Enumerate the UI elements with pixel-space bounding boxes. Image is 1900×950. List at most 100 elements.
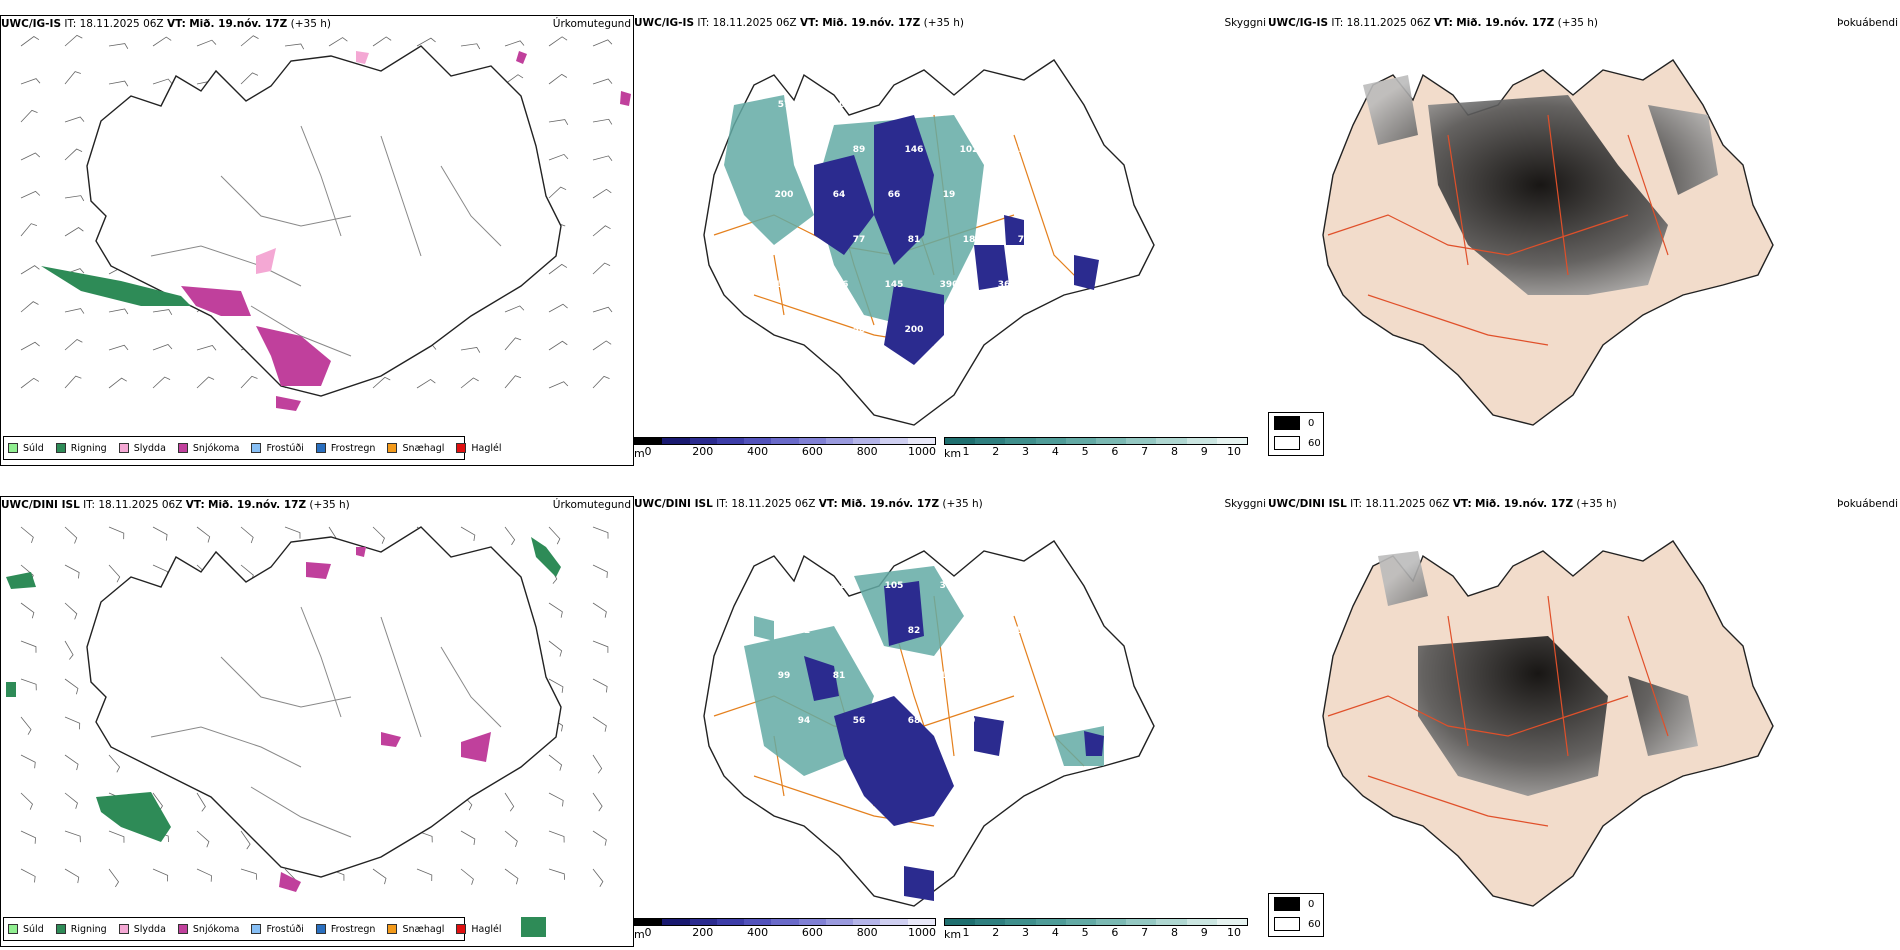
- wind-barb: [152, 78, 173, 85]
- wind-barb: [548, 602, 563, 618]
- vt-label: VT:: [799, 17, 819, 29]
- visibility-value-label: 315: [939, 581, 959, 591]
- wind-barb: [64, 830, 81, 843]
- colorbar-swatch: [945, 919, 976, 925]
- colorbar-tick-label: 3: [1022, 445, 1030, 458]
- header-model: UWC/DINI ISL: [634, 498, 713, 510]
- visibility-value-label: 390: [939, 280, 959, 290]
- colorbar-tick-label: 400: [747, 926, 769, 939]
- visibility-value-label: 176: [1049, 280, 1069, 290]
- visibility-value-label: 89: [852, 145, 866, 155]
- visibility-value-label: 146: [904, 145, 924, 155]
- wind-barb: [460, 347, 481, 353]
- colorbar-swatch: [771, 919, 799, 925]
- legend-swatch: [55, 924, 66, 934]
- fog-legend-swatch: [1274, 436, 1300, 450]
- colorbar-swatches: [634, 918, 936, 926]
- wind-barb: [108, 80, 129, 87]
- wind-barb: [64, 564, 80, 579]
- colorbar-swatch: [744, 438, 772, 444]
- colorbar-swatch: [771, 438, 799, 444]
- wind-barb: [108, 308, 129, 315]
- header-model: UWC/DINI ISL: [1, 499, 80, 511]
- colorbar-swatch: [635, 438, 663, 444]
- legend-item: Frostúði: [251, 924, 304, 935]
- colorbar-tick-label: 1000: [908, 926, 936, 939]
- wind-barb: [460, 830, 476, 845]
- colorbar-ticks: 1 2 3 4 5 6 7 8 9 10: [944, 926, 1248, 940]
- colorbar-tick-label: 3: [1022, 926, 1030, 939]
- wind-barb: [548, 119, 569, 126]
- lead-time: (+35 h): [309, 499, 350, 511]
- cloud-base-colorbar: 0 200 400 600 800 1000 m: [634, 437, 936, 460]
- wind-barb: [20, 341, 40, 351]
- visibility-value-label: 82: [1017, 325, 1031, 335]
- visibility-value-label: 89: [942, 100, 956, 110]
- colorbar-tick-label: 800: [856, 926, 878, 939]
- wind-barb: [108, 377, 127, 389]
- it-label: IT:: [1350, 498, 1363, 510]
- colorbar-tick-label: 0: [644, 926, 652, 939]
- wind-barb: [592, 716, 607, 732]
- legend-label: Slydda: [133, 442, 166, 454]
- wind-barb: [592, 155, 613, 161]
- it-label: IT:: [1331, 17, 1344, 29]
- colorbar-tick-label: 200: [692, 926, 714, 939]
- wind-barb: [64, 195, 85, 202]
- colorbar-swatch: [1035, 919, 1066, 925]
- wind-barb: [196, 792, 206, 812]
- vis-area-teal: [744, 566, 1104, 776]
- fog-legend-row: 0: [1269, 894, 1323, 914]
- vis-panel-title: Skyggni: [1224, 17, 1267, 29]
- colorbar-tick-label: 10: [1227, 926, 1241, 939]
- wind-barb: [592, 118, 613, 125]
- fog-legend-label: 60: [1308, 918, 1321, 930]
- legend-swatch: [456, 924, 467, 934]
- legend-item: Frostregn: [315, 443, 375, 454]
- colorbar-swatch: [1186, 438, 1217, 444]
- visibility-value-label: 77: [852, 235, 866, 245]
- valid-time: Mið. 19.nóv. 17Z: [822, 17, 921, 29]
- snow-area: [181, 286, 331, 411]
- cloud-base-dark: [814, 115, 1099, 365]
- lead-time: (+35 h): [1576, 498, 1617, 510]
- wind-barb: [152, 36, 172, 47]
- legend-label: Snæhagl: [402, 442, 445, 454]
- colorbar-tick-label: 9: [1200, 445, 1208, 458]
- legend-label: Súld: [23, 923, 44, 935]
- visibility-value-label: 18: [962, 235, 976, 245]
- visibility-value-label: 122: [1069, 235, 1089, 245]
- colorbar-swatch: [1216, 919, 1248, 925]
- fog-map-svg: [1322, 540, 1774, 907]
- fog-panel-title: Þokuábendi: [1837, 498, 1898, 510]
- wind-barb: [152, 309, 173, 315]
- colorbar-tick-label: 0: [644, 445, 652, 458]
- wind-barb: [548, 830, 565, 843]
- wind-barb: [504, 305, 525, 313]
- fog-legend-label: 0: [1308, 898, 1315, 910]
- colorbar-swatch: [689, 919, 717, 925]
- valid-time: Mið. 19.nóv. 17Z: [208, 499, 307, 511]
- wind-barb: [548, 153, 569, 161]
- lead-time: (+35 h): [1557, 17, 1598, 29]
- colorbar-tick-label: 7: [1141, 445, 1149, 458]
- colorbar-swatch: [853, 438, 881, 444]
- wind-barb: [284, 43, 305, 50]
- cloud-base-colorbar: 0 200 400 600 800 1000 m: [634, 918, 936, 941]
- colorbar-swatch: [798, 919, 826, 925]
- legend-swatch: [387, 924, 398, 934]
- wind-barb: [548, 678, 564, 693]
- wind-barb: [284, 526, 301, 539]
- wind-barb: [592, 375, 610, 389]
- wind-barb: [548, 792, 564, 807]
- legend-label: Snjókoma: [192, 442, 240, 454]
- visibility-value-label: 99: [777, 671, 791, 681]
- valid-time: Mið. 19.nóv. 17Z: [189, 18, 288, 30]
- wind-barb: [108, 830, 125, 843]
- wind-barb: [592, 640, 609, 653]
- wind-barb: [20, 754, 36, 769]
- header-model: UWC/DINI ISL: [1268, 498, 1347, 510]
- colorbar-unit: m: [634, 928, 645, 941]
- legend-item: Haglél: [456, 443, 502, 454]
- wind-barb: [64, 116, 85, 123]
